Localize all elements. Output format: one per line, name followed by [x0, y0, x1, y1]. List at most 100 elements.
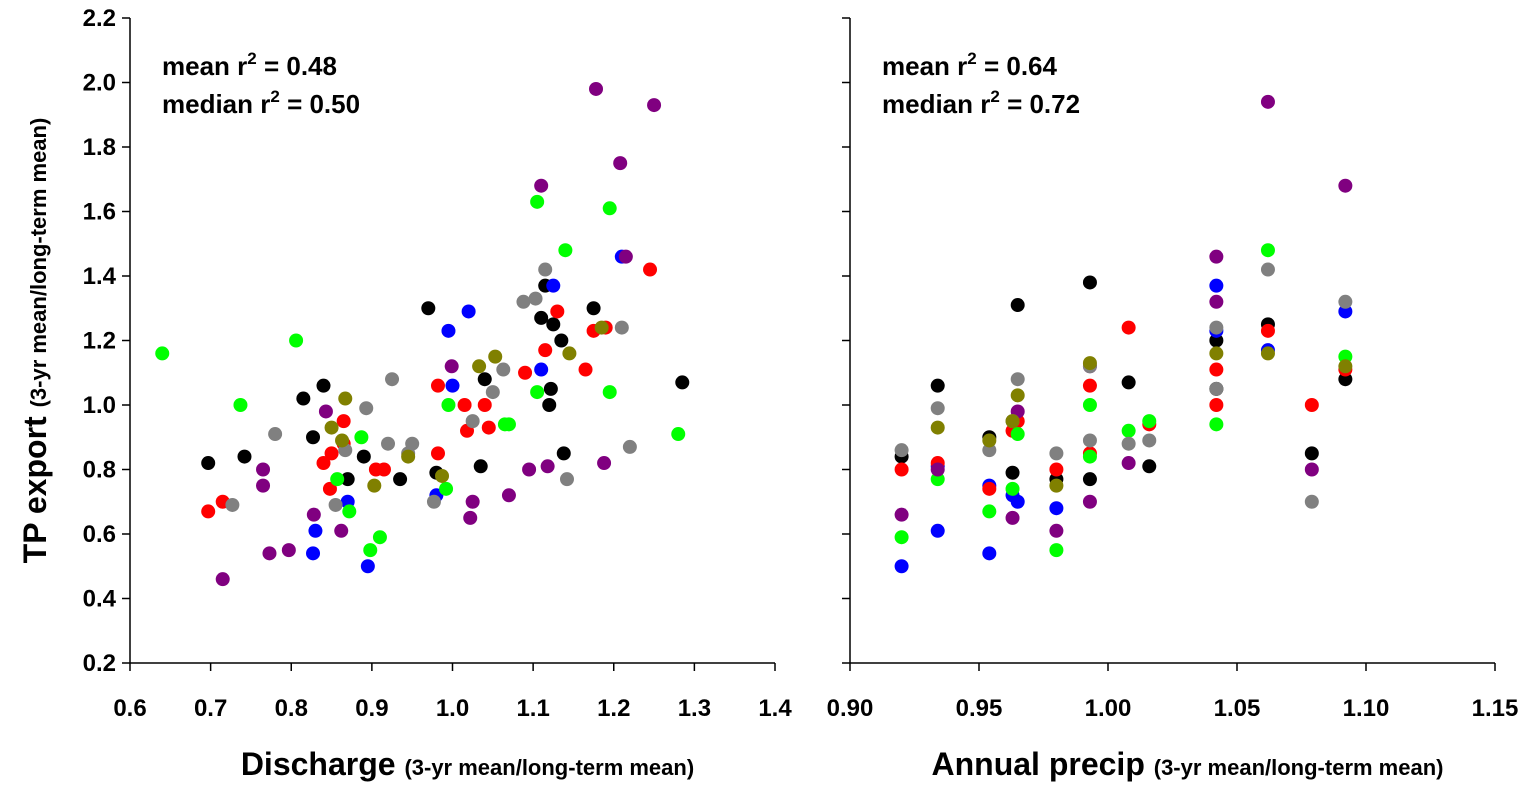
x-tick-label: 0.90 [827, 695, 874, 722]
data-point [930, 378, 945, 393]
data-point [930, 472, 945, 487]
data-point [405, 436, 420, 451]
data-point [359, 401, 374, 416]
data-point [930, 462, 945, 477]
data-point [330, 472, 345, 487]
data-point [1142, 414, 1157, 429]
data-point [289, 333, 304, 348]
data-point [296, 391, 311, 406]
x-tick-label: 0.8 [275, 695, 308, 722]
data-point [1005, 481, 1020, 496]
data-point [256, 462, 271, 477]
data-point [540, 459, 555, 474]
data-point [435, 468, 450, 483]
data-point [430, 378, 445, 393]
data-point [1142, 433, 1157, 448]
data-point [1260, 243, 1275, 258]
data-point [1209, 362, 1224, 377]
data-point [1121, 456, 1136, 471]
data-point [465, 414, 480, 429]
data-point [1209, 417, 1224, 432]
y-tick-label: 0.2 [83, 650, 116, 677]
data-point [1209, 398, 1224, 412]
data-point [308, 523, 323, 538]
data-point [237, 449, 252, 464]
x-axis-label-discharge: Discharge (3-yr mean/long-term mean) [241, 746, 694, 782]
data-point [613, 156, 628, 171]
data-point [233, 398, 248, 412]
data-point [894, 443, 909, 458]
data-point [534, 310, 549, 325]
y-tick-label: 0.4 [83, 586, 117, 613]
data-point [982, 504, 997, 519]
data-point [1005, 465, 1020, 480]
data-point [1049, 523, 1064, 538]
data-point [501, 488, 516, 503]
data-point [430, 446, 445, 461]
data-point [534, 178, 549, 193]
data-point [618, 249, 633, 264]
data-point [338, 391, 353, 406]
y-tick-label: 1.2 [83, 328, 116, 355]
data-point [367, 478, 382, 493]
data-point [268, 427, 283, 442]
data-point [1209, 320, 1224, 335]
data-point [1082, 449, 1097, 464]
data-point [225, 497, 240, 512]
data-point [1121, 423, 1136, 438]
data-point [1121, 320, 1136, 335]
x-tick-label: 1.15 [1472, 695, 1519, 722]
data-point [501, 417, 516, 432]
data-point [444, 359, 459, 374]
data-point [556, 446, 571, 461]
data-point [1121, 436, 1136, 451]
data-point [530, 385, 545, 400]
data-point [316, 456, 331, 471]
x-tick-label: 1.1 [516, 695, 549, 722]
data-point [445, 378, 460, 393]
data-point [538, 262, 553, 277]
data-point [558, 243, 573, 258]
data-point [894, 507, 909, 522]
data-point [1209, 294, 1224, 309]
data-point [522, 462, 537, 477]
x-tick-label: 1.3 [678, 695, 711, 722]
data-point [488, 349, 503, 364]
y-tick-label: 2.0 [83, 70, 116, 97]
data-point [530, 194, 545, 209]
data-point [316, 378, 331, 393]
data-point [622, 439, 637, 454]
data-point [1005, 414, 1020, 429]
data-point [457, 398, 472, 412]
x-tick-label: 0.95 [956, 695, 1003, 722]
data-point [894, 559, 909, 574]
data-point [1082, 378, 1097, 393]
data-point [360, 559, 375, 574]
mean-r2-annotation-left: mean r2 = 0.48 [162, 49, 337, 81]
x-tick-label: 1.10 [1343, 695, 1390, 722]
x-tick-label: 1.4 [758, 695, 792, 722]
data-point [1010, 494, 1025, 509]
y-tick-label: 0.6 [83, 521, 116, 548]
y-tick-label: 1.4 [83, 263, 117, 290]
data-point [439, 481, 454, 496]
data-point [516, 294, 531, 309]
y-axis-label-tp-export: TP export (3-yr mean/long-term mean) [17, 118, 53, 564]
data-point [342, 504, 357, 519]
x-tick-label: 0.9 [355, 695, 388, 722]
mean-r2-annotation-right: mean r2 = 0.64 [882, 49, 1058, 81]
data-point [930, 420, 945, 435]
data-point [385, 372, 400, 387]
data-point [1209, 249, 1224, 264]
data-point [550, 304, 565, 319]
data-point [597, 456, 612, 471]
data-point [982, 433, 997, 448]
y-tick-label: 1.0 [83, 392, 116, 419]
data-point [1082, 494, 1097, 509]
data-point [376, 462, 391, 477]
data-point [256, 478, 271, 493]
data-point [1005, 510, 1020, 525]
data-point [372, 530, 387, 545]
data-point [930, 523, 945, 538]
